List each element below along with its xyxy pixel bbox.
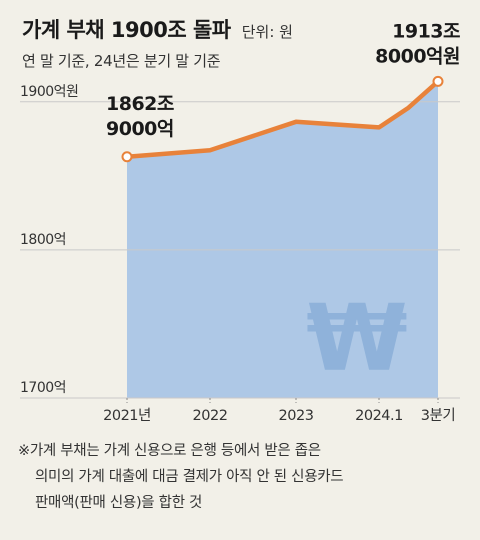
footnote-line: 의미의 가계 대출에 대금 결제가 아직 안 된 신용카드	[35, 469, 344, 485]
series-line	[124, 79, 441, 160]
x-tick-label: 2024.1	[355, 408, 403, 424]
y-tick-label: 1700억	[20, 380, 66, 396]
data-label: 1862조	[106, 93, 174, 115]
chart-title: 가계 부채 1900조 돌파	[22, 18, 231, 42]
line-area-chart: 1700억 1800억 1900억원 ₩2021년 2022 2023 2024.1 3분기 1…	[20, 20, 461, 424]
y-tick-label: 1900억원	[20, 84, 78, 100]
data-point-marker	[121, 151, 133, 163]
data-label: 1913조	[392, 20, 460, 42]
area-fill	[127, 81, 438, 399]
x-tick-label: 2021년	[103, 407, 151, 424]
x-tick-label: 2023	[279, 408, 314, 424]
footnote: ※가계 부채는 가계 신용으로 은행 등에서 받은 좁은 의미의 가계 대출에 …	[18, 438, 344, 516]
title-row: 가계 부채 1900조 돌파 단위: 원	[22, 14, 293, 44]
won-symbol-icon: ₩	[306, 285, 407, 392]
data-label: 9000억	[106, 118, 174, 140]
x-tick-label: 3분기	[421, 407, 455, 424]
chart-subtitle: 연 말 기준, 24년은 분기 말 기준	[22, 52, 221, 70]
y-tick-label: 1800억	[20, 232, 66, 248]
data-label: 8000억원	[375, 45, 460, 67]
unit-label: 단위: 원	[241, 23, 293, 41]
data-point-marker	[432, 75, 444, 87]
x-tick-label: 2022	[193, 408, 228, 424]
footnote-line: ※가계 부채는 가계 신용으로 은행 등에서 받은 좁은	[18, 443, 321, 459]
footnote-line: 판매액(판매 신용)을 합한 것	[35, 495, 203, 511]
